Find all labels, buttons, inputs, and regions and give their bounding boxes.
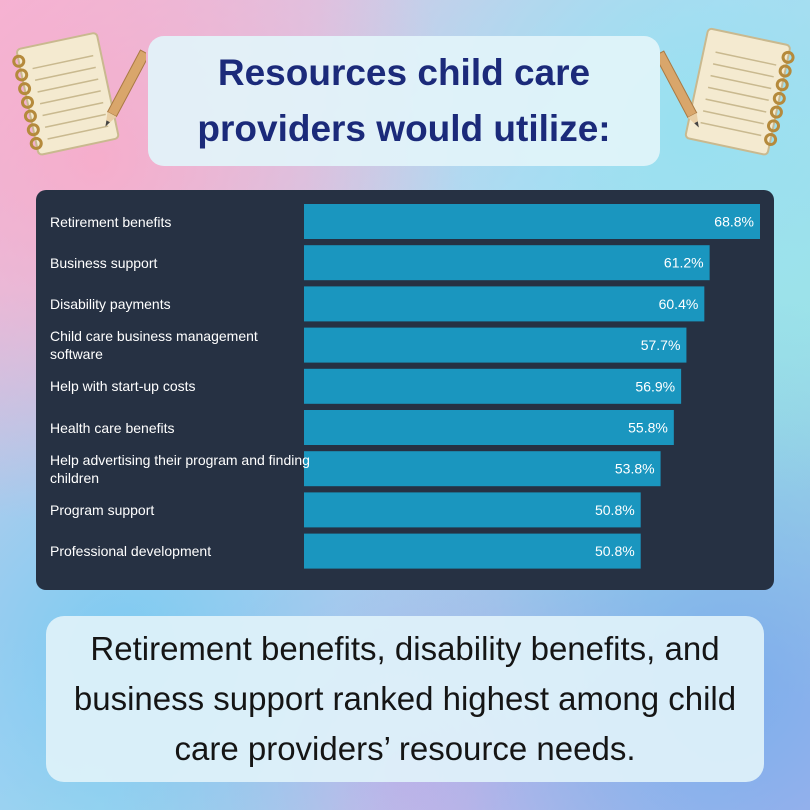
- bar-0: [304, 204, 760, 239]
- category-label-5: Health care benefits: [50, 419, 175, 436]
- category-label-7: Program support: [50, 501, 155, 518]
- bar-1: [304, 245, 710, 281]
- bar-4: [304, 368, 682, 404]
- page-title: Resources child care providers would uti…: [197, 52, 611, 149]
- bar-chart: 68.8% 61.2% 60.4% 57.7% 56.9% 55.8% 53.8% 50.8%…: [304, 204, 760, 569]
- category-label-6: Help advertising their program and findi…: [50, 451, 310, 486]
- bar-value-label-6: 53.8%: [615, 461, 655, 477]
- bar-value-label-3: 57.7%: [641, 337, 681, 353]
- bar-value-label-0: 68.8%: [714, 214, 754, 230]
- bar-3: [304, 327, 687, 363]
- title-box: Resources child care providers would uti…: [148, 36, 660, 166]
- category-label-1: Business support: [50, 254, 158, 271]
- category-label-8: Professional development: [50, 543, 212, 560]
- category-label-3: Child care business management software: [50, 328, 258, 363]
- bar-value-label-7: 50.8%: [595, 502, 635, 518]
- bar-value-label-1: 61.2%: [664, 255, 704, 271]
- category-label-2: Disability payments: [50, 295, 171, 312]
- category-label-0: Retirement benefits: [50, 213, 172, 230]
- bar-value-label-2: 60.4%: [659, 296, 699, 312]
- category-label-4: Help with start-up costs: [50, 378, 196, 395]
- bar-value-label-4: 56.9%: [635, 378, 675, 394]
- bar-2: [304, 286, 705, 322]
- bar-6: [304, 451, 661, 487]
- summary-text: Retirement benefits, disability benefits…: [73, 630, 737, 767]
- chart-panel: 68.8% 61.2% 60.4% 57.7% 56.9% 55.8% 53.8% 50.8%…: [36, 190, 774, 590]
- notepad-pencil-icon: [12, 32, 146, 156]
- bar-value-label-8: 50.8%: [595, 543, 635, 559]
- bar-5: [304, 410, 674, 445]
- bar-7: [304, 492, 641, 528]
- notepad-pencil-icon: [660, 27, 795, 156]
- summary-box: Retirement benefits, disability benefits…: [46, 616, 764, 782]
- bar-8: [304, 533, 641, 569]
- bar-value-label-5: 55.8%: [628, 420, 668, 436]
